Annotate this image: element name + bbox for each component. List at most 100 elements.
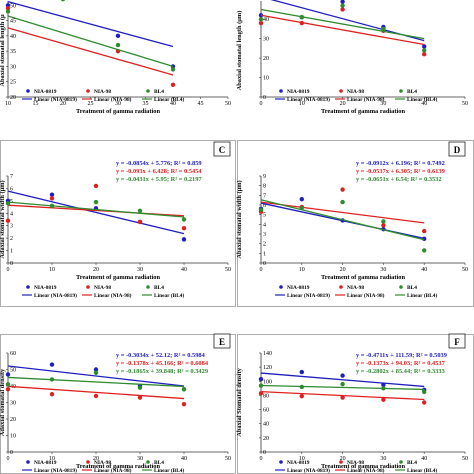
data-point-bl4	[422, 389, 427, 395]
legend-entry: Linear (NIA-98)	[347, 96, 385, 103]
y-tick-label: 7	[263, 193, 266, 199]
trendline-nia-0819	[260, 372, 425, 388]
data-point-bl4	[93, 370, 99, 375]
y-tick-label: 50	[10, 3, 16, 9]
y-tick-label: 0	[263, 450, 266, 456]
regression-equation: y = -0.0537x + 6.305; R² = 0.6139	[356, 168, 445, 175]
data-point-bl4	[381, 386, 386, 391]
x-tick-label: 0	[7, 456, 10, 462]
x-axis-title: Treatment of gamma radiation	[76, 274, 161, 281]
data-point-nia-98	[340, 7, 345, 12]
data-point-nia-98	[299, 20, 304, 26]
legend-marker	[26, 89, 30, 93]
chart-panel-3: 0102030405001234567Treatment of gamma ra…	[0, 140, 236, 307]
x-tick-label: 20	[93, 456, 99, 462]
y-tick-label: 0	[263, 261, 266, 267]
panel-frame	[0, 140, 236, 307]
x-tick-label: 0	[260, 267, 263, 273]
x-tick-label: 50	[462, 101, 468, 107]
data-point-nia-98	[381, 397, 386, 402]
legend-entry: Linear (NIA-0819)	[287, 467, 330, 474]
legend-marker	[146, 285, 150, 289]
legend-entry: BL4	[154, 285, 164, 291]
x-axis-title: Treatment of gamma radiation	[321, 463, 406, 470]
x-axis-title: Treatment of gamma radiation	[76, 463, 161, 470]
y-tick-label: 9	[263, 174, 266, 180]
data-point-bl4	[170, 67, 176, 72]
chart-panel-4: 0 10 20 30 40 50 0 1 2 3 4 5 6 7 8 9 Treatment of gamma …	[236, 140, 474, 307]
y-axis-title: Abaxial stomatal length (μm)	[236, 11, 243, 91]
data-point-bl4	[5, 9, 11, 14]
trendline-bl4	[260, 199, 425, 241]
regression-equation: y = -0.1373x + 94.03; R² = 0.4537	[356, 360, 446, 367]
panel-letter-box	[213, 333, 231, 349]
panel-letter-box	[448, 141, 466, 157]
x-tick-label: 30	[115, 101, 121, 107]
trendline-nia-98	[260, 201, 425, 224]
trendline-nia-0819	[7, 190, 185, 235]
legend-entry: Linear (NIA-98)	[94, 96, 132, 103]
trendline-bl4	[260, 384, 425, 391]
legend-entry: NIA-0819	[287, 460, 310, 466]
legend-marker	[399, 285, 403, 289]
x-tick-label: 0	[7, 267, 10, 273]
legend-marker	[399, 89, 403, 93]
panel-letter-box	[448, 333, 466, 349]
plot-marks	[258, 0, 427, 57]
legend-marker	[339, 89, 343, 93]
legend-entry: NIA-98	[347, 89, 364, 95]
y-tick-label: 2	[263, 242, 266, 248]
legend-entry: BL4	[154, 89, 164, 95]
data-point-nia-0819	[422, 44, 427, 49]
data-point-bl4	[5, 201, 11, 206]
x-tick-label: 10	[299, 101, 305, 107]
y-tick-label: 60	[263, 408, 269, 414]
y-tick-label: 120	[263, 365, 272, 371]
data-point-nia-98	[299, 393, 304, 399]
plot-marks	[5, 362, 187, 407]
panel-letter: C	[219, 145, 226, 155]
x-tick-label: 35	[143, 101, 149, 107]
y-axis-title: Adaxial stomatal width (μm)	[0, 180, 6, 258]
data-point-bl4	[299, 384, 304, 390]
x-tick-label: 40	[421, 101, 427, 107]
y-tick-label: 20	[263, 56, 269, 62]
x-tick-label: 20	[60, 101, 66, 107]
data-point-bl4	[381, 219, 386, 224]
legend-entry: Linear (NIA-0819)	[34, 96, 77, 103]
data-point-bl4	[258, 16, 264, 22]
data-point-nia-0819	[299, 369, 304, 375]
data-point-nia-0819	[381, 382, 386, 388]
legend-marker	[339, 285, 343, 289]
x-axis-title: Treatment of gamma radiation	[321, 108, 406, 115]
x-tick-label: 10	[5, 101, 11, 107]
regression-equation: y = -0.1865x + 39.848; R² = 0.3429	[116, 368, 208, 375]
legend-entry: NIA-98	[94, 285, 111, 291]
data-point-bl4	[93, 199, 99, 205]
data-point-bl4	[137, 208, 143, 213]
x-tick-label: 45	[198, 101, 204, 107]
x-tick-label: 30	[380, 456, 386, 462]
legend-entry: BL4	[407, 285, 417, 291]
legend-entry: Linear (NIA-0819)	[287, 292, 330, 299]
regression-equation: y = -0.2802x + 85.44; R² = 0.3333	[356, 368, 445, 375]
legend-entry: NIA-98	[347, 285, 364, 291]
y-tick-label: 5	[263, 213, 266, 219]
x-tick-label: 40	[181, 456, 187, 462]
legend-marker	[26, 285, 30, 289]
trendline-nia-0819	[7, 365, 185, 387]
data-point-nia-0819	[5, 372, 11, 377]
legend-marker	[86, 89, 90, 93]
data-point-bl4	[299, 15, 304, 20]
data-point-bl4	[137, 385, 143, 390]
data-point-bl4	[340, 199, 345, 205]
x-tick-label: 30	[380, 101, 386, 107]
y-axis-title: Adaxial stomatal density	[0, 368, 6, 436]
data-point-nia-98	[258, 20, 264, 26]
legend-entry: NIA-98	[347, 460, 364, 466]
trendline-nia-98	[7, 385, 185, 400]
x-tick-label: 50	[225, 101, 231, 107]
